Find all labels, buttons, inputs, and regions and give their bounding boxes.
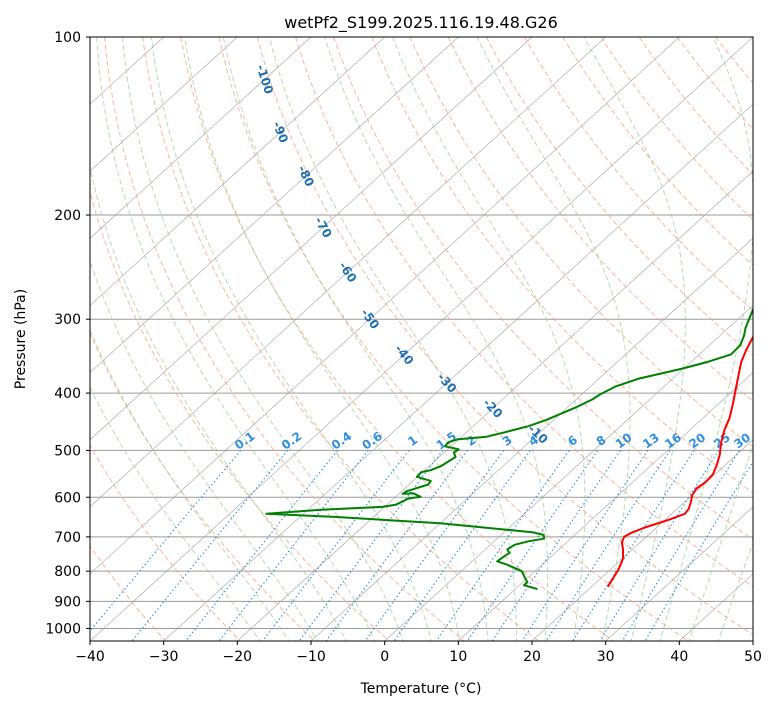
dry-adiabat-line <box>409 37 753 448</box>
y-tick-label: 400 <box>54 386 81 402</box>
mixing-ratio-line <box>364 450 505 641</box>
isotherm-line <box>163 103 753 641</box>
isotherm-line <box>90 37 312 239</box>
dry-adiabat-line <box>218 37 689 641</box>
dry-adiabat-line <box>638 37 753 176</box>
x-tick-label: 40 <box>670 649 688 665</box>
isotherm-line <box>90 37 459 373</box>
moist-adiabat-line <box>150 37 432 641</box>
mixing-ratio-line <box>218 450 369 641</box>
dry-adiabat-line <box>90 190 390 641</box>
isotherm-line <box>90 37 606 508</box>
isotherm-line <box>90 37 533 441</box>
mixing-ratio-line <box>262 450 410 641</box>
isotherm-line <box>458 372 753 641</box>
x-tick-label: −30 <box>149 649 179 665</box>
x-tick-label: 50 <box>744 649 762 665</box>
dry-adiabat-line <box>295 37 753 588</box>
y-tick-label: 700 <box>54 530 81 546</box>
mixing-ratio-line <box>435 450 570 641</box>
grid-layer: -100-90-80-70-60-50-40-30-20-10010203040… <box>90 37 753 641</box>
x-tick-label: −10 <box>296 649 326 665</box>
moist-adiabat-line <box>476 37 631 641</box>
x-tick-label: −20 <box>223 649 253 665</box>
dry-adiabat-line <box>90 444 241 641</box>
mixing-ratio-line <box>298 450 444 641</box>
dry-adiabat-line <box>142 37 540 641</box>
isotherm-line <box>90 37 238 172</box>
y-axis-label: Pressure (hPa) <box>13 289 29 389</box>
chart-title: wetPf2_S199.2025.116.19.48.G26 <box>284 13 558 33</box>
mixing-ratio-line <box>572 450 695 641</box>
mixing-ratio-line <box>599 450 720 641</box>
moist-adiabat-line <box>90 328 290 641</box>
dry-adiabat-line <box>524 37 753 312</box>
x-tick-label: 0 <box>380 649 389 665</box>
isotherm-line <box>90 37 385 306</box>
mixing-ratio-line <box>467 450 599 641</box>
y-tick-label: 300 <box>54 312 81 328</box>
y-tick-label: 100 <box>54 30 81 46</box>
isotherm-line <box>384 305 753 641</box>
x-axis: −40 −30 −20 −10 0 10 20 30 40 50 <box>75 641 762 665</box>
dry-adiabat-line <box>180 37 614 641</box>
dewpoint-profile-line <box>265 306 753 591</box>
series-layer <box>265 306 753 591</box>
y-tick-label: 500 <box>54 443 81 459</box>
temperature-profile-line <box>606 334 753 588</box>
y-tick-label: 1000 <box>45 621 81 637</box>
dry-adiabat-line <box>256 37 753 636</box>
moist-adiabat-line <box>717 541 753 641</box>
moist-adiabat-line <box>90 259 319 641</box>
moist-adiabat-line <box>90 165 347 641</box>
dry-adiabat-line <box>562 37 753 266</box>
x-tick-label: 10 <box>449 649 467 665</box>
isotherm-line <box>237 170 753 641</box>
y-axis: 100 200 300 400 500 600 700 800 900 1000 <box>45 30 90 637</box>
moist-adiabat-line <box>184 37 461 641</box>
x-tick-label: −40 <box>75 649 105 665</box>
moist-adiabat-line <box>268 37 517 641</box>
isotherm-line <box>605 506 753 641</box>
mixing-ratio-line <box>131 450 289 641</box>
y-tick-label: 600 <box>54 490 81 506</box>
plot-frame <box>89 36 754 642</box>
mixing-ratio-line <box>185 450 339 641</box>
y-tick-label: 800 <box>54 564 81 580</box>
dry-adiabat-line <box>485 37 753 357</box>
mixing-ratio-line <box>90 450 242 632</box>
moist-adiabat-line <box>688 443 753 641</box>
dry-adiabat-line <box>447 37 753 402</box>
isotherm-line <box>531 439 753 641</box>
moist-adiabat-line <box>222 37 489 641</box>
moist-adiabat-line <box>659 37 753 641</box>
isotherm-line <box>310 237 753 641</box>
mixing-ratio-line <box>621 450 740 641</box>
mixing-ratio-line <box>644 460 753 641</box>
moist-adiabat-line <box>583 37 686 641</box>
moist-adiabat-line <box>121 37 404 641</box>
y-tick-label: 200 <box>54 208 81 224</box>
x-axis-label: Temperature (°C) <box>360 681 482 697</box>
x-tick-label: 30 <box>597 649 615 665</box>
isotherm-line <box>90 37 753 641</box>
moist-adiabat-line <box>90 386 261 641</box>
isotherm-line <box>90 37 680 575</box>
y-tick-label: 900 <box>54 594 81 610</box>
moist-adiabat-line <box>392 37 586 641</box>
x-tick-label: 20 <box>523 649 541 665</box>
